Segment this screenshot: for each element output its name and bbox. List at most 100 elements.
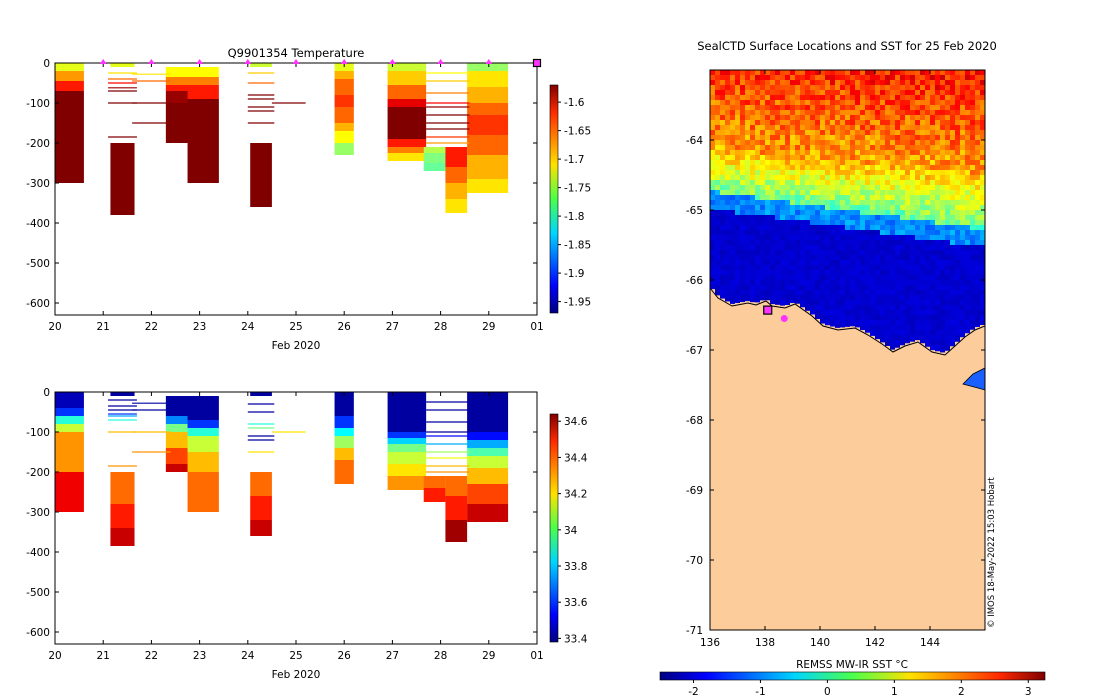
sst-cell <box>920 280 925 285</box>
sst-cell <box>935 270 940 275</box>
sst-cell <box>730 170 735 175</box>
colorbar-tick-label: 34 <box>564 525 578 537</box>
sst-cell <box>940 345 945 350</box>
sst-cell <box>895 110 900 115</box>
sst-cell <box>865 275 870 280</box>
sst-cell <box>805 150 810 155</box>
sst-cell <box>720 220 725 225</box>
sst-cell <box>790 250 795 255</box>
x-tick-label: 28 <box>434 650 447 662</box>
sst-cell <box>805 180 810 185</box>
sst-cell <box>785 255 790 260</box>
sst-cell <box>915 120 920 125</box>
sst-cell <box>795 245 800 250</box>
sst-cell <box>745 210 750 215</box>
sst-cell <box>725 145 730 150</box>
sst-cell <box>900 105 905 110</box>
sst-cell <box>860 250 865 255</box>
sst-cell <box>715 210 720 215</box>
sst-cell <box>945 330 950 335</box>
sst-cell <box>760 150 765 155</box>
sst-cell <box>710 90 715 95</box>
sst-cell <box>895 70 900 75</box>
sst-cell <box>785 285 790 290</box>
sst-cell <box>960 245 965 250</box>
sst-cell <box>835 315 840 320</box>
sst-cell <box>805 200 810 205</box>
sst-cell <box>775 295 780 300</box>
sst-cell <box>820 245 825 250</box>
sst-cell <box>835 235 840 240</box>
sst-cell <box>975 85 980 90</box>
sst-cell <box>915 90 920 95</box>
sst-cell <box>875 300 880 305</box>
sst-cell <box>930 330 935 335</box>
sst-cell <box>865 270 870 275</box>
sst-cell <box>885 215 890 220</box>
sst-cell <box>870 85 875 90</box>
sst-cell <box>805 130 810 135</box>
sst-cell <box>855 130 860 135</box>
sst-cell <box>965 155 970 160</box>
sst-cell <box>940 250 945 255</box>
sst-cell <box>845 140 850 145</box>
sst-cell <box>800 120 805 125</box>
sst-cell <box>825 215 830 220</box>
sst-cell <box>710 285 715 290</box>
sst-cell <box>895 275 900 280</box>
colorbar-tick-label: 33.8 <box>564 561 587 573</box>
sst-cell <box>850 70 855 75</box>
sst-cell <box>940 300 945 305</box>
sst-cell <box>900 335 905 340</box>
sst-cell <box>940 255 945 260</box>
x-tick-label: 01 <box>530 650 543 662</box>
sst-cell <box>885 145 890 150</box>
sst-cell <box>735 185 740 190</box>
sst-cell <box>765 285 770 290</box>
sst-cell <box>835 210 840 215</box>
sst-cell <box>900 90 905 95</box>
profile-7-layer-2 <box>423 163 446 171</box>
sst-cell <box>735 130 740 135</box>
sst-cell <box>970 325 975 330</box>
sst-cell <box>940 85 945 90</box>
sst-cell <box>810 195 815 200</box>
profile-5-layer-4 <box>334 107 354 123</box>
sst-cell <box>740 265 745 270</box>
sst-cell <box>775 200 780 205</box>
sst-cell <box>830 310 835 315</box>
sst-cell <box>960 200 965 205</box>
sst-cell <box>795 80 800 85</box>
sst-cell <box>925 150 930 155</box>
sst-cell <box>755 90 760 95</box>
sst-cell <box>720 240 725 245</box>
sst-cell <box>980 70 985 75</box>
sst-cell <box>775 205 780 210</box>
sst-cell <box>945 125 950 130</box>
sst-cell <box>975 225 980 230</box>
profile-8-layer-0 <box>445 147 468 167</box>
sst-cell <box>970 130 975 135</box>
sst-cell <box>710 155 715 160</box>
sst-cell <box>710 205 715 210</box>
sst-cell <box>860 260 865 265</box>
sst-cell <box>880 265 885 270</box>
sst-cell <box>855 280 860 285</box>
sst-cell <box>965 245 970 250</box>
sst-cell <box>815 230 820 235</box>
sst-cell <box>930 255 935 260</box>
sst-cell <box>785 180 790 185</box>
sst-cell <box>765 265 770 270</box>
sst-cell <box>845 125 850 130</box>
sst-cell <box>735 200 740 205</box>
sst-cell <box>845 95 850 100</box>
sst-cell <box>825 110 830 115</box>
sst-cell <box>810 145 815 150</box>
sst-cell <box>725 200 730 205</box>
sst-cell <box>750 240 755 245</box>
sst-cell <box>805 230 810 235</box>
sst-cell <box>905 255 910 260</box>
sst-cell <box>825 235 830 240</box>
sst-cell <box>770 195 775 200</box>
